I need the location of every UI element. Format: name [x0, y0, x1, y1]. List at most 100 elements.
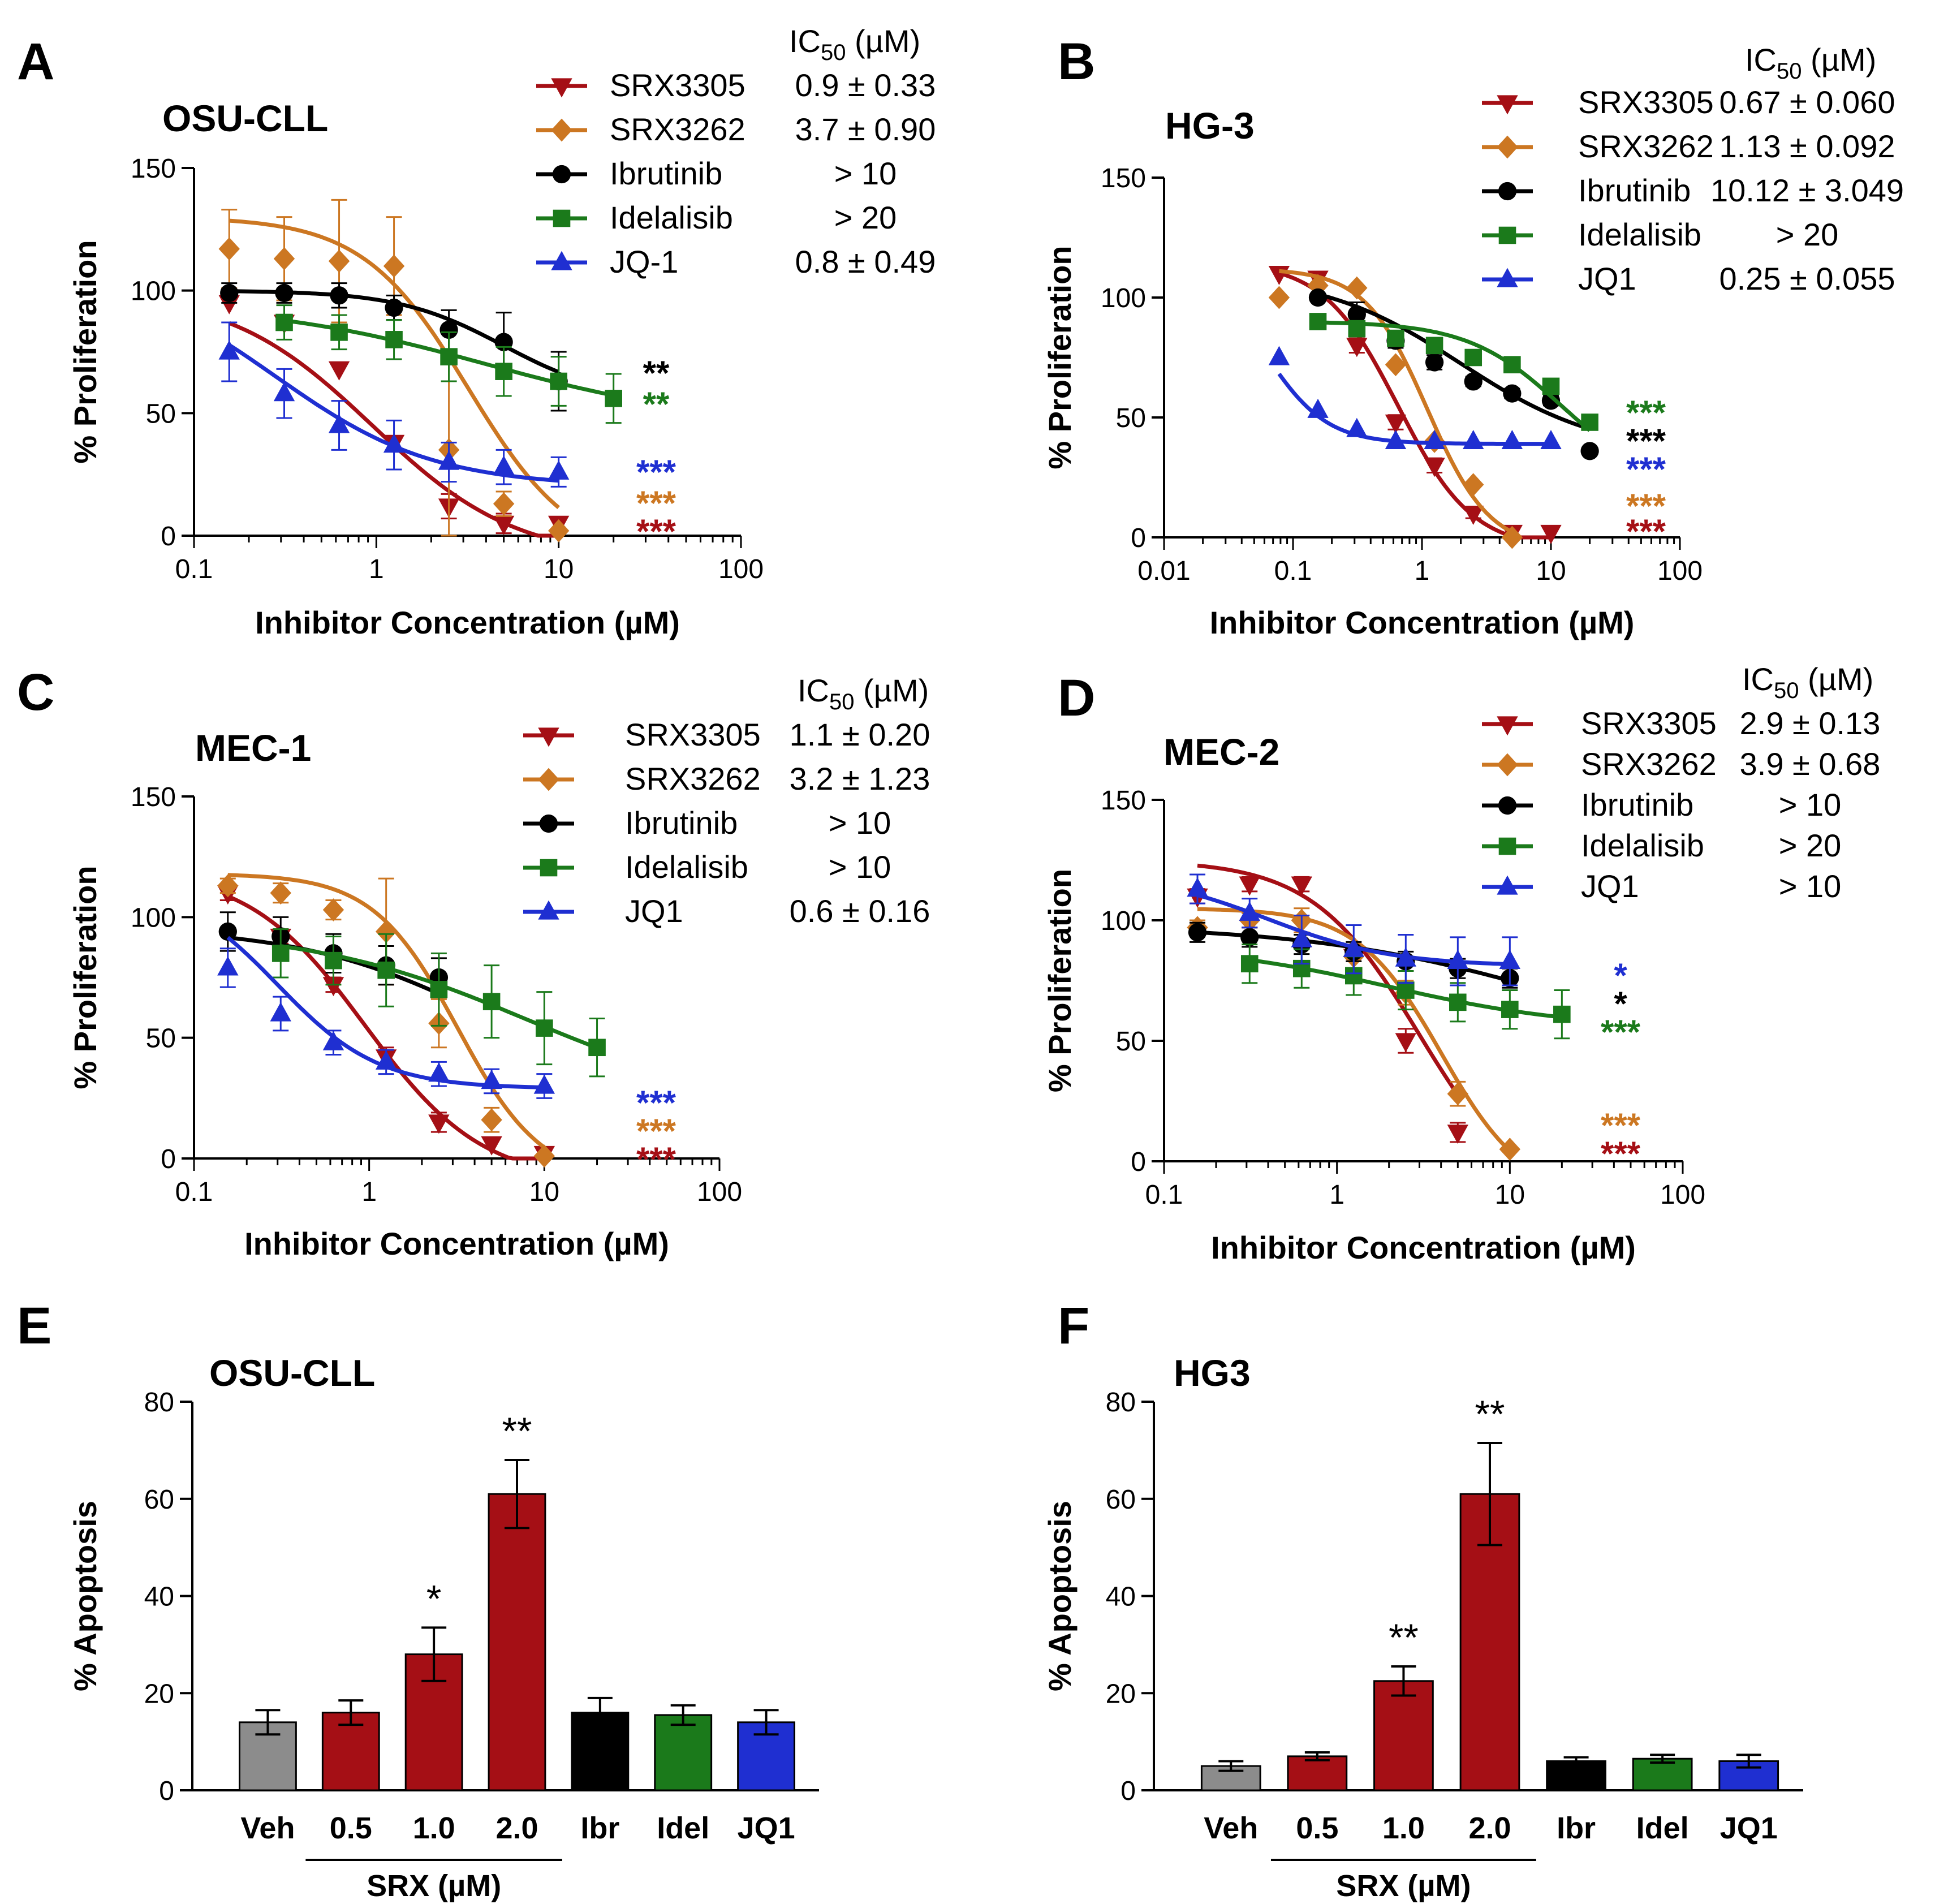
data-point — [217, 874, 239, 898]
legend-label: Ibrutinib — [625, 805, 738, 841]
series-jq-1 — [218, 321, 570, 488]
data-point — [1187, 877, 1208, 897]
x-tick-label: 100 — [1657, 556, 1703, 586]
legend-ic50: 3.7 ± 0.90 — [795, 111, 936, 147]
x-tick-label: 10 — [1495, 1180, 1525, 1210]
legend-label: SRX3305 — [1578, 84, 1714, 120]
legend-label: JQ1 — [1578, 261, 1636, 296]
x-tick-label: 10 — [544, 554, 574, 584]
series-idelalisib — [271, 928, 606, 1078]
x-tick-label: 0.1 — [1145, 1180, 1183, 1210]
x-axis-label: Inhibitor Concentration (µM) — [255, 605, 680, 640]
y-tick-label: 20 — [1106, 1679, 1136, 1709]
x-tick-label: 1 — [1329, 1180, 1344, 1210]
data-point — [275, 283, 294, 303]
legend-marker — [1498, 837, 1516, 855]
panel-title: OSU-CLL — [209, 1352, 375, 1394]
data-point — [273, 382, 295, 402]
data-point — [1397, 981, 1415, 999]
data-point — [328, 361, 350, 381]
data-point — [1542, 377, 1560, 395]
legend-ic50: > 10 — [834, 156, 897, 191]
legend-label: Ibrutinib — [1581, 787, 1693, 822]
y-tick-label: 100 — [1101, 283, 1146, 313]
data-point — [330, 324, 348, 341]
x-tick-label: 0.1 — [175, 1177, 213, 1207]
bar-label: 2.0 — [1468, 1811, 1511, 1845]
legend-marker — [538, 727, 559, 747]
y-axis-label: % Proliferation — [67, 240, 103, 463]
data-point — [1268, 346, 1290, 365]
y-axis-label: % Proliferation — [1042, 245, 1078, 469]
significance-stars: ** — [502, 1410, 532, 1453]
data-point — [1346, 417, 1368, 437]
data-point — [218, 340, 240, 360]
bar-veh: Veh — [1200, 1760, 1261, 1845]
legend-marker — [1497, 95, 1518, 115]
x-tick-label: 0.1 — [1274, 556, 1312, 586]
ic50-title-ic: IC — [798, 673, 829, 708]
panel-title: MEC-1 — [195, 727, 311, 769]
data-point — [482, 993, 501, 1010]
data-point — [270, 881, 291, 905]
panel-title: OSU-CLL — [162, 97, 328, 139]
legend-ic50: 2.9 ± 0.13 — [1740, 705, 1881, 741]
legend-label: Ibrutinib — [1578, 173, 1691, 208]
data-point — [322, 898, 344, 921]
data-point — [1346, 338, 1368, 357]
data-point — [1464, 348, 1483, 367]
data-point — [495, 363, 512, 380]
bar-2-0: ** 2.0 — [1459, 1393, 1520, 1845]
data-point — [271, 945, 290, 962]
bar-label: JQ1 — [738, 1811, 795, 1845]
data-point — [1395, 947, 1417, 967]
significance-stars: *** — [636, 453, 676, 491]
bar-label: Idel — [1636, 1811, 1689, 1845]
y-tick-label: 80 — [1106, 1388, 1136, 1418]
x-tick-label: 1 — [369, 554, 384, 584]
bar-jq1: JQ1 — [1718, 1754, 1779, 1845]
panel-a: A OSU-CLL 0 50 100 150 0.1 1 10 100 Inhibitor Conc… — [17, 23, 936, 640]
panel-b: B HG-3 0 50 100 150 0.01 0.1 1 10 100 Inhibitor Con… — [1042, 33, 1904, 640]
data-point — [430, 981, 448, 998]
data-point — [1503, 384, 1522, 403]
data-point — [1447, 1125, 1469, 1144]
y-axis-label: % Apoptosis — [67, 1501, 103, 1691]
ic50-title-ic: IC — [789, 23, 821, 59]
bar-label: Veh — [1204, 1811, 1258, 1845]
data-point — [1540, 524, 1562, 544]
bar-label: Ibr — [580, 1811, 619, 1845]
legend-ic50: 0.6 ± 0.16 — [790, 893, 930, 929]
legend-marker — [1497, 716, 1518, 736]
bar-ibr: Ibr — [1546, 1756, 1606, 1845]
significance-stars: *** — [1626, 394, 1666, 432]
legend-marker — [551, 251, 572, 270]
legend-label: SRX3262 — [610, 111, 745, 147]
y-tick-label: 80 — [144, 1388, 174, 1418]
legend-ic50: 3.2 ± 1.23 — [790, 761, 930, 796]
data-point — [325, 951, 342, 970]
data-point — [273, 247, 295, 270]
legend-ic50: 0.8 ± 0.49 — [795, 244, 936, 279]
bar-label: Veh — [240, 1811, 295, 1845]
data-point — [1499, 1138, 1521, 1161]
y-tick-label: 50 — [146, 1024, 176, 1054]
data-point — [428, 1114, 450, 1134]
data-point — [1239, 901, 1260, 921]
data-point — [493, 515, 515, 535]
bar-label: 1.0 — [1382, 1811, 1425, 1845]
data-point — [1347, 305, 1366, 324]
y-tick-label: 0 — [161, 522, 176, 552]
ic50-title: IC50 (µM) — [789, 23, 920, 65]
significance-stars: *** — [636, 1140, 676, 1178]
data-point — [533, 1074, 555, 1094]
data-point — [218, 237, 240, 261]
y-tick-label: 40 — [144, 1582, 174, 1612]
legend-marker — [551, 118, 572, 142]
bar-idel: Idel — [654, 1704, 713, 1845]
data-point — [550, 372, 567, 390]
data-point — [1343, 937, 1364, 957]
bar-0-5: 0.5 — [321, 1699, 380, 1845]
legend-marker — [1497, 875, 1518, 895]
